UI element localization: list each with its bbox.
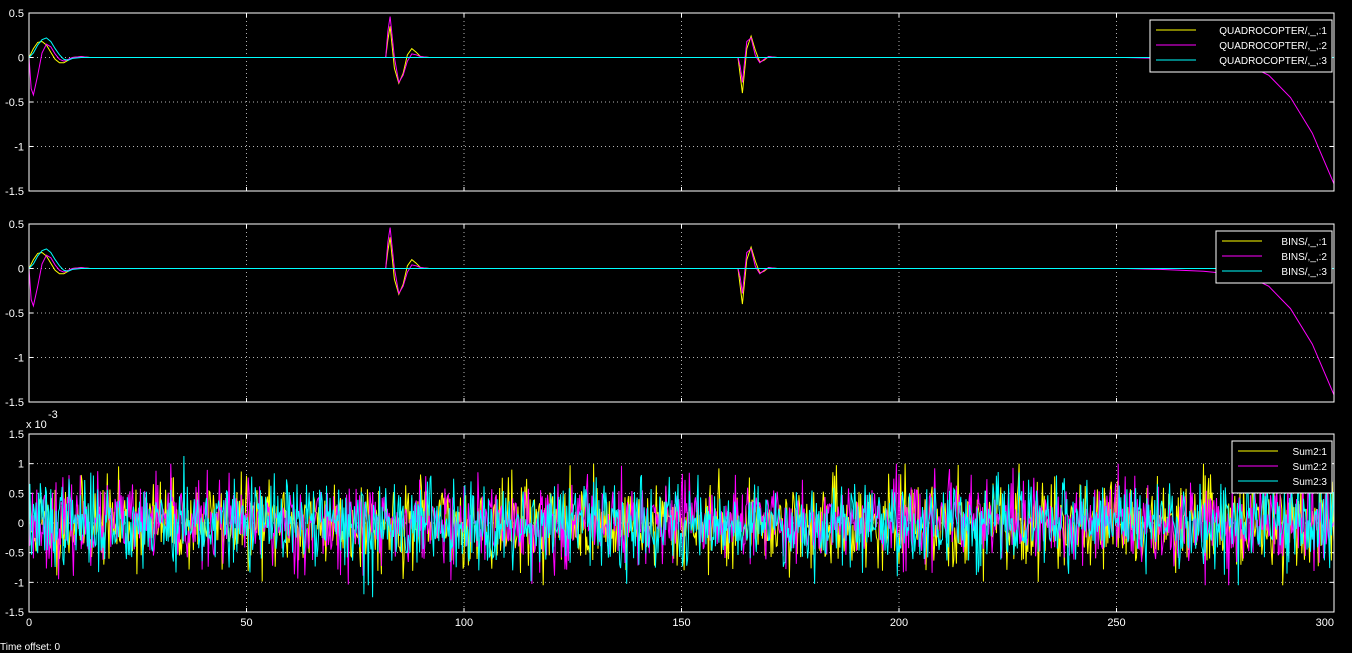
legend-label: QUADROCOPTER/,_,:2 <box>1219 41 1327 52</box>
y-tick-label: 0 <box>18 53 24 65</box>
y-exponent-label: x 10 <box>26 419 47 431</box>
legend-box <box>1149 19 1333 73</box>
axes-frame <box>28 12 1335 192</box>
y-tick-label: 0.5 <box>9 8 24 20</box>
y-tick-label: -0.5 <box>5 308 24 320</box>
y-tick-label: -1 <box>14 142 24 154</box>
x-tick-label: 300 <box>1316 617 1334 629</box>
series-line-2 <box>29 463 1334 586</box>
y-tick-label: 0.5 <box>9 219 24 231</box>
axes-frame <box>28 223 1335 403</box>
legend-label: BINS/,_,:2 <box>1281 252 1327 263</box>
axes-2: -1.5-1-0.500.5BINS/,_,:1BINS/,_,:2BINS/,… <box>5 219 1335 409</box>
legend-label: QUADROCOPTER/,_,:3 <box>1219 56 1327 67</box>
y-tick-label: -0.5 <box>5 97 24 109</box>
y-tick-label: 0.5 <box>9 488 24 500</box>
y-tick-label: 1.5 <box>9 429 24 441</box>
y-tick-label: 0 <box>18 518 24 530</box>
legend-label: BINS/,_,:3 <box>1281 267 1327 278</box>
y-exponent-power: -3 <box>48 409 58 421</box>
series-line-3 <box>29 248 1334 272</box>
legend-label: BINS/,_,:1 <box>1281 237 1327 248</box>
x-tick-label: 0 <box>26 617 32 629</box>
legend-label: QUADROCOPTER/,_,:1 <box>1219 26 1327 37</box>
y-tick-label: -0.5 <box>5 548 24 560</box>
legend[interactable]: QUADROCOPTER/,_,:1 QUADROCOPTER/,_,:2 QUAD… <box>1149 19 1333 73</box>
legend-label: Sum2:2 <box>1293 462 1328 473</box>
x-tick-label: 100 <box>455 617 473 629</box>
y-tick-label: 0 <box>18 264 24 276</box>
legend-label: Sum2:1 <box>1293 447 1328 458</box>
x-tick-label: 200 <box>890 617 908 629</box>
series-line-1 <box>29 463 1334 586</box>
x-tick-label: 250 <box>1107 617 1125 629</box>
legend[interactable]: BINS/,_,:1 BINS/,_,:2 BINS/,_,:3 <box>1215 230 1333 284</box>
x-tick-label: 50 <box>240 617 252 629</box>
x-tick-label: 150 <box>672 617 690 629</box>
y-tick-label: -1 <box>14 353 24 365</box>
y-tick-label: 1 <box>18 459 24 471</box>
y-tick-label: -1 <box>14 577 24 589</box>
legend-label: Sum2:3 <box>1293 477 1328 488</box>
axes-1: -1.5-1-0.500.5QUADROCOPTER/,_,:1QUADROCO… <box>5 8 1335 198</box>
y-tick-label: -1.5 <box>5 607 24 619</box>
axes-3: -1.5 -1 -0.5 0 0.5 1 1.5x 10-3 0 50 100 150 200 250 3… <box>5 409 1335 629</box>
y-tick-label: -1.5 <box>5 186 24 198</box>
legend-box <box>1215 230 1333 284</box>
series-line-3 <box>29 37 1334 61</box>
legend[interactable]: Sum2:1 Sum2:2 Sum2:3 <box>1231 440 1333 494</box>
series-line-3 <box>29 455 1334 598</box>
y-tick-label: -1.5 <box>5 397 24 409</box>
axes-frame <box>28 433 1335 613</box>
time-offset-label: Time offset: 0 <box>0 642 61 653</box>
legend-box <box>1231 440 1333 494</box>
